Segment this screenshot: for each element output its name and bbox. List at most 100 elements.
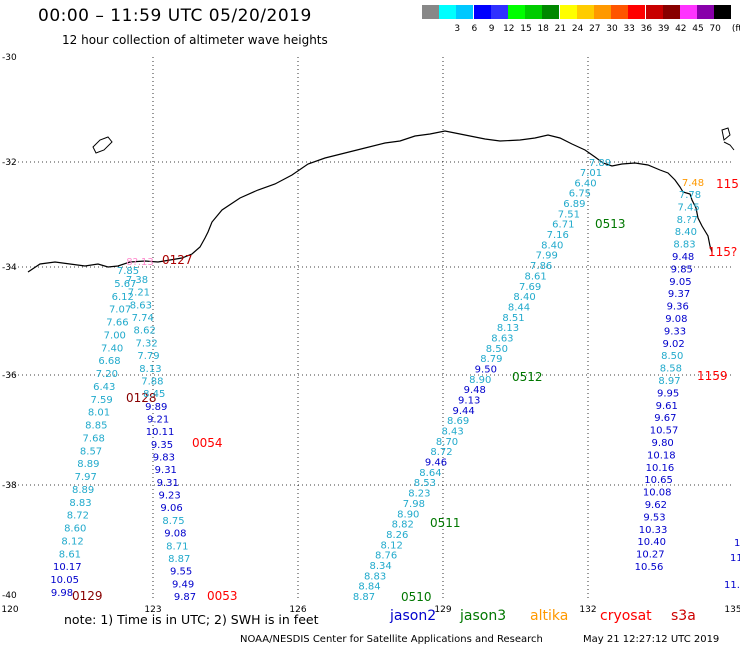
- wave-height-value: 7.40: [101, 343, 123, 354]
- wave-height-value: 6.43: [93, 382, 115, 393]
- legend-swatch: [628, 5, 646, 19]
- legend-label: 39: [657, 24, 670, 34]
- wave-height-value: 8.87: [168, 554, 190, 565]
- wave-height-value: 6.75: [569, 189, 591, 200]
- wave-height-value: 7.48: [682, 178, 704, 189]
- pass-time-label: 0127: [162, 253, 193, 267]
- legend-swatch: [576, 5, 594, 19]
- wave-height-value: 8.72: [67, 511, 89, 522]
- tasmania-edge: [723, 141, 735, 151]
- wave-height-value: 9.05: [669, 277, 691, 288]
- map-subtitle: 12 hour collection of altimeter wave hei…: [62, 33, 328, 47]
- legend-swatch: [680, 5, 697, 19]
- legend-swatch: [473, 5, 491, 19]
- wave-height-value: 11.3: [724, 580, 740, 591]
- y-tick-label: -34: [2, 263, 17, 273]
- island-west: [92, 136, 113, 154]
- legend-swatch: [611, 5, 629, 19]
- wave-height-value: 9.49: [172, 579, 194, 590]
- pass-time-label: 1159: [697, 369, 728, 383]
- grid-lines: [10, 57, 733, 600]
- x-tick-label: 123: [144, 605, 161, 615]
- legend-label: 42: [675, 24, 687, 34]
- wave-height-value: 10.27: [636, 550, 665, 561]
- legend-label: 9: [488, 24, 495, 34]
- legend-label: 15: [520, 24, 532, 34]
- wave-height-value: 8.70: [436, 437, 458, 448]
- wave-height-value: 9.87: [174, 592, 196, 603]
- wave-height-value: 9.23: [159, 491, 181, 502]
- wave-height-value: 10.40: [637, 537, 666, 548]
- wave-height-value: 8.13: [497, 323, 519, 334]
- wave-height-value: 8.45: [143, 389, 165, 400]
- y-tick-label: -30: [2, 53, 17, 63]
- wave-height-value: 9.85: [671, 264, 693, 275]
- wave-height-value: 8.75: [162, 516, 184, 527]
- wave-height-value: 9.37: [668, 289, 690, 300]
- legend-swatch: [422, 5, 439, 19]
- wave-height-value: 8.53: [414, 478, 436, 489]
- wave-height-value: 9.08: [665, 314, 687, 325]
- wave-height-value: 8.79: [480, 354, 502, 365]
- footer-note: note: 1) Time is in UTC; 2) SWH is in fe…: [64, 612, 319, 627]
- wave-height-value: 9.48: [672, 252, 694, 263]
- wave-height-value: 8.83: [364, 571, 386, 582]
- legend-label: 33: [623, 24, 635, 34]
- pass-time-label: 0053: [207, 589, 238, 603]
- pass-time-label: 0511: [430, 516, 461, 530]
- legend-label: 45: [692, 24, 704, 34]
- pass-time-label: 0129: [72, 589, 103, 603]
- wave-height-value: 9.06: [160, 503, 182, 514]
- wave-height-value: 7.74: [132, 313, 154, 324]
- wave-height-value: 9.67: [654, 413, 676, 424]
- timestamp-text: May 21 12:27:12 UTC 2019: [583, 634, 720, 645]
- wave-height-value: 8.85: [85, 421, 107, 432]
- y-tick-label: -32: [2, 158, 17, 168]
- wave-height-value: 7.97: [75, 472, 97, 483]
- wave-height-value: 9.08: [164, 529, 186, 540]
- wave-height-value: 9.53: [643, 512, 665, 523]
- wave-height-value: 9.46: [425, 458, 447, 469]
- wave-height-value: 7.51: [558, 209, 580, 220]
- wave-height-value: 7.99: [536, 251, 558, 262]
- legend-swatch: [559, 5, 577, 19]
- wave-height-value: 9.33: [664, 326, 686, 337]
- y-tick-label: -40: [2, 591, 17, 601]
- wave-height-value: 7.88: [141, 376, 163, 387]
- wave-height-value: 7.69: [519, 282, 541, 293]
- pass-time-label: 115?: [708, 245, 737, 259]
- map-title: 00:00 – 11:59 UTC 05/20/2019: [38, 6, 312, 26]
- wave-height-value: 6.40: [574, 178, 596, 189]
- wave-height-labels: 7.85 5.67 6.12 7.07 7.667.00 7.40 6.68 7.20 6.43…: [50, 158, 740, 604]
- wave-height-value: 8.97: [658, 376, 680, 387]
- wave-height-value: 8.40: [675, 227, 697, 238]
- wave-height-value: 9.83: [153, 453, 175, 464]
- wave-height-value: 8.44: [508, 302, 530, 313]
- wave-height-value: 8.12: [61, 536, 83, 547]
- wave-height-value: 8.?7: [677, 215, 698, 226]
- wave-height-value: 10.16: [646, 463, 675, 474]
- legend-label: 3: [454, 24, 461, 34]
- wave-height-value: 9.95: [657, 388, 679, 399]
- wave-height-value: 8.26: [386, 530, 408, 541]
- pass-time-label: 0054: [192, 436, 223, 450]
- legend-swatch: [490, 5, 508, 19]
- wave-height-value: 8.61: [525, 271, 547, 282]
- wave-height-value: 8.50: [486, 344, 508, 355]
- wave-height-value: 7.68: [83, 433, 105, 444]
- wave-height-value: 7.07: [109, 305, 131, 316]
- legend-swatch: [439, 5, 457, 19]
- wave-height-value: 7.79: [137, 351, 159, 362]
- wave-height-value: 9.02: [662, 339, 684, 350]
- wave-height-value: 9.98: [51, 588, 73, 599]
- legend-swatch: [456, 5, 474, 19]
- wave-height-value: 8?.13: [126, 257, 154, 268]
- wave-height-value: 9.21: [147, 414, 169, 425]
- wave-height-value: 8.12: [381, 540, 403, 551]
- x-tick-label: 120: [1, 605, 18, 615]
- wave-height-value: 7.89: [589, 158, 611, 169]
- wave-height-value: 9.48: [464, 385, 486, 396]
- wave-height-value: 8.83: [69, 498, 91, 509]
- wave-height-value: 8.57: [80, 446, 102, 457]
